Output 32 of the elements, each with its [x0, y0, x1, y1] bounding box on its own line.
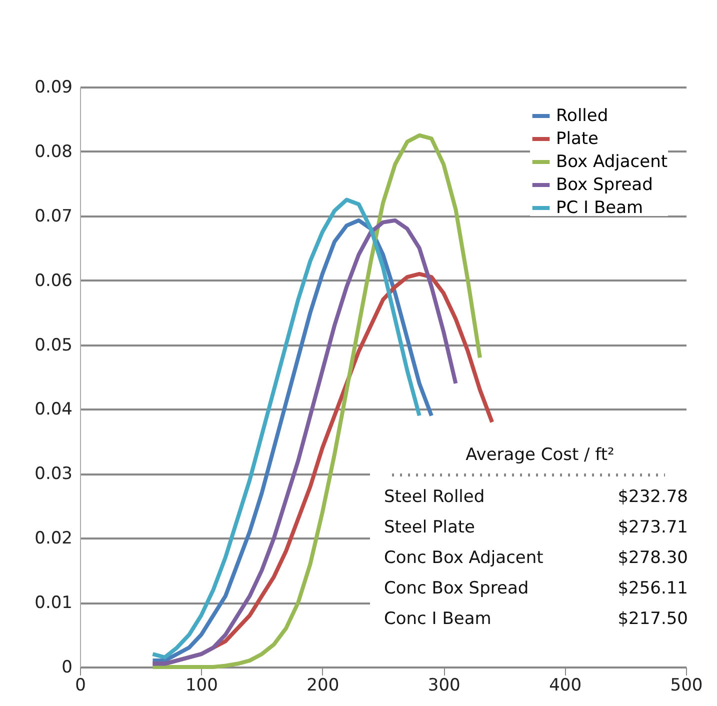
annotation: Average Cost / ft² [466, 445, 614, 465]
x-tick-label: 400 [549, 676, 582, 696]
y-tick-label: 0.02 [34, 528, 72, 549]
annotation: Conc I Beam [384, 609, 492, 629]
annotation: $217.50 [618, 609, 688, 629]
x-tick-label: 200 [306, 676, 340, 696]
y-tick-label: 0 [62, 658, 72, 678]
annotation: Steel Rolled [384, 487, 485, 507]
annotation: Conc Box Adjacent [384, 548, 544, 568]
y-tick-label: 0.04 [34, 400, 72, 420]
legend-label: Rolled [556, 106, 608, 126]
legend-label: Box Spread [556, 175, 653, 195]
legend-label: Plate [556, 129, 599, 149]
annotation: $278.30 [618, 548, 688, 568]
y-tick-label: 0.08 [34, 142, 72, 162]
y-tick-label: 0.06 [34, 270, 72, 291]
x-tick-label: 500 [670, 676, 703, 696]
annotation: $256.11 [618, 578, 688, 598]
annotation: $232.78 [618, 487, 688, 507]
annotation: $273.71 [618, 518, 688, 538]
legend-label: PC I Beam [556, 198, 644, 218]
y-tick-label: 0.09 [34, 78, 72, 98]
x-tick-label: 100 [185, 676, 218, 696]
annotation: Conc Box Spread [384, 578, 529, 598]
y-tick-label: 0.05 [34, 335, 72, 356]
y-tick-label: 0.01 [34, 593, 72, 614]
y-tick-label: 0.03 [34, 464, 72, 484]
legend-label: Box Adjacent [556, 152, 668, 172]
annotation: Steel Plate [384, 518, 476, 538]
x-tick-label: 0 [75, 676, 86, 696]
y-tick-label: 0.07 [34, 206, 72, 226]
x-tick-label: 300 [428, 676, 460, 696]
